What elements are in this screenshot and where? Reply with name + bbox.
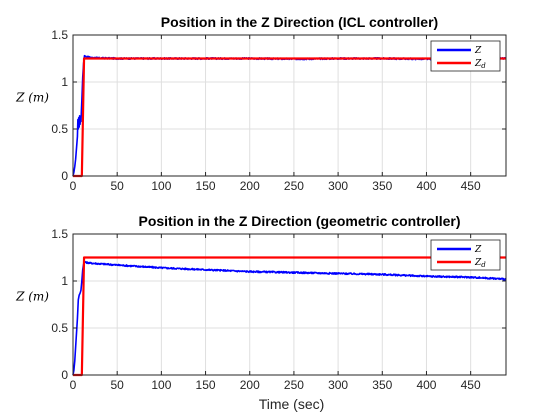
legend-box: [430, 239, 501, 271]
legend-label: Z: [474, 245, 482, 255]
y-tick-label: 1.5: [51, 227, 68, 241]
x-tick-label: 200: [240, 378, 260, 392]
x-tick-label: 400: [416, 378, 436, 392]
x-axis-label: Time (sec): [259, 396, 325, 412]
plot-area-border: [72, 233, 507, 376]
y-tick-label: 1: [61, 274, 68, 288]
y-tick-label: 1.5: [51, 28, 68, 42]
x-tick-label: 250: [284, 179, 304, 193]
x-tick-label: 450: [461, 179, 481, 193]
x-tick-label: 250: [284, 378, 304, 392]
y-tick-label: 0: [61, 169, 68, 183]
plot-area-border: [72, 34, 507, 177]
x-tick-label: 150: [196, 179, 216, 193]
y-axis-label: Z (m): [15, 290, 49, 304]
series-line-z: [72, 260, 507, 376]
x-tick-label: 350: [372, 179, 392, 193]
legend-label-subscript: d: [481, 261, 486, 269]
legend-label: Z: [474, 46, 482, 56]
legend: Z Zd: [430, 40, 501, 72]
ticks: 0 50 100 150 200 250 300 350 400 450 0 0.5 1 1.5: [51, 28, 506, 193]
x-tick-label: 300: [328, 378, 348, 392]
x-tick-label: 400: [416, 179, 436, 193]
legend-label-subscript: d: [481, 62, 486, 70]
y-tick-label: 0.5: [51, 321, 68, 335]
x-tick-label: 0: [70, 179, 77, 193]
x-tick-label: 50: [111, 378, 125, 392]
x-tick-label: 150: [196, 378, 216, 392]
legend-box: [430, 40, 501, 72]
y-axis-label: Z (m): [15, 91, 49, 105]
x-tick-label: 350: [372, 378, 392, 392]
legend: Z Zd: [430, 239, 501, 271]
x-tick-label: 100: [151, 179, 171, 193]
y-tick-label: 1: [61, 75, 68, 89]
legend-label: Zd: [474, 59, 486, 70]
chart-title: Position in the Z Direction (ICL control…: [161, 14, 438, 30]
x-tick-label: 100: [151, 378, 171, 392]
x-tick-label: 0: [70, 378, 77, 392]
y-tick-label: 0.5: [51, 122, 68, 136]
y-tick-label: 0: [61, 368, 68, 382]
ticks: 0 50 100 150 200 250 300 350 400 450 0 0.5 1 1.5: [51, 227, 506, 392]
x-tick-label: 300: [328, 179, 348, 193]
x-tick-label: 50: [111, 179, 125, 193]
x-tick-label: 200: [240, 179, 260, 193]
chart-title: Position in the Z Direction (geometric c…: [138, 213, 460, 229]
x-tick-label: 450: [461, 378, 481, 392]
subplot-geometric-controller: 0 50 100 150 200 250 300 350 400 450 0 0.5 1 1.5 Posi…: [15, 213, 507, 412]
legend-label: Zd: [474, 258, 486, 269]
subplot-icl-controller: 0 50 100 150 200 250 300 350 400 450 0 0.5 1 1.5 Posi…: [15, 14, 507, 193]
